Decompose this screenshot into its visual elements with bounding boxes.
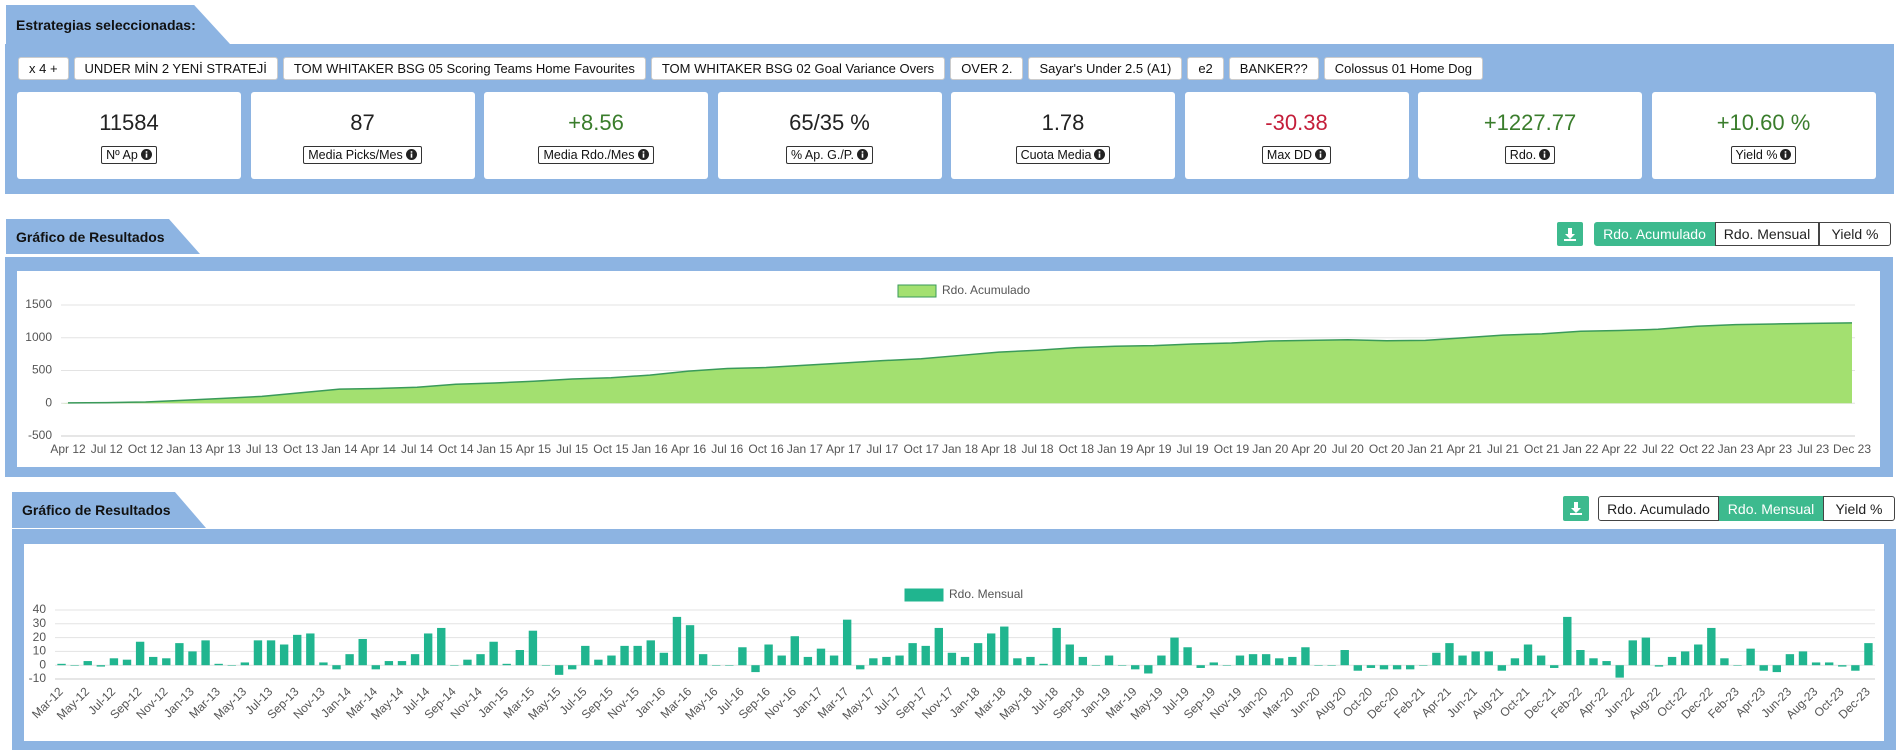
info-icon bbox=[405, 149, 417, 160]
chart-area bbox=[24, 544, 1884, 741]
stat-value: -30.38 bbox=[1265, 110, 1328, 135]
stat-value: 11584 bbox=[99, 110, 159, 135]
strategy-tag: e2 bbox=[1187, 57, 1224, 80]
stat-label-text: % Ap. G./P. bbox=[790, 148, 854, 162]
stat-label-text: Media Picks/Mes bbox=[308, 148, 403, 162]
stat-label: Yield % bbox=[1730, 146, 1797, 164]
info-icon bbox=[1315, 149, 1327, 160]
tag-row: x 4 + UNDER MİN 2 YENİ STRATEJİ TOM WHITAK… bbox=[18, 57, 1488, 80]
view-button[interactable]: Rdo. Mensual bbox=[1715, 222, 1819, 246]
info-icon bbox=[1780, 149, 1792, 160]
stat-label: Max DD bbox=[1261, 146, 1332, 164]
stat-value: +8.56 bbox=[568, 110, 624, 135]
download-button[interactable] bbox=[1563, 496, 1589, 521]
stat-label-text: Nº Ap bbox=[106, 148, 138, 162]
strategies-panel: x 4 + UNDER MİN 2 YENİ STRATEJİ TOM WHITAK… bbox=[5, 44, 1894, 194]
strategy-tag: TOM WHITAKER BSG 05 Scoring Teams Home F… bbox=[282, 57, 646, 80]
strategy-tag: UNDER MİN 2 YENİ STRATEJİ bbox=[73, 57, 278, 80]
stat-card: 11584 Nº Ap bbox=[17, 92, 241, 179]
download-icon bbox=[1570, 502, 1582, 515]
info-icon bbox=[1539, 149, 1551, 160]
stat-card: -30.38 Max DD bbox=[1184, 92, 1409, 179]
stat-card: 87 Media Picks/Mes bbox=[250, 92, 475, 179]
info-icon bbox=[857, 149, 868, 160]
stat-card: +1227.77 Rdo. bbox=[1418, 92, 1642, 179]
view-button[interactable]: Rdo. Mensual bbox=[1719, 496, 1823, 521]
stat-label: Media Rdo./Mes bbox=[538, 146, 654, 164]
stat-label-text: Media Rdo./Mes bbox=[543, 148, 635, 162]
view-button[interactable]: Yield % bbox=[1823, 496, 1895, 521]
chart-area bbox=[17, 271, 1880, 467]
section-tab: Gráfico de Resultados bbox=[12, 492, 206, 528]
stat-label: Media Picks/Mes bbox=[303, 146, 422, 164]
stat-label: % Ap. G./P. bbox=[785, 146, 873, 164]
stat-label-text: Yield % bbox=[1735, 148, 1778, 162]
strategy-tag: Sayar's Under 2.5 (A1) bbox=[1028, 57, 1183, 80]
section-tab: Estrategias seleccionadas: bbox=[6, 5, 230, 44]
view-button[interactable]: Rdo. Acumulado bbox=[1598, 496, 1719, 521]
info-icon bbox=[1094, 149, 1106, 160]
strategy-tag: TOM WHITAKER BSG 02 Goal Variance Overs bbox=[650, 57, 946, 80]
stat-label-text: Max DD bbox=[1266, 148, 1313, 162]
stat-label: Nº Ap bbox=[101, 146, 157, 164]
stat-card: 1.78 Cuota Media bbox=[951, 92, 1175, 179]
stat-label: Cuota Media bbox=[1015, 146, 1111, 164]
stat-card: 65/35 % % Ap. G./P. bbox=[717, 92, 942, 179]
download-icon bbox=[1564, 228, 1576, 241]
stat-value: +10.60 % bbox=[1716, 110, 1811, 135]
info-icon bbox=[140, 149, 152, 160]
stat-card: +10.60 % Yield % bbox=[1651, 92, 1876, 179]
stat-value: +1227.77 bbox=[1483, 110, 1577, 135]
stat-value: 1.78 bbox=[1041, 110, 1085, 135]
download-button[interactable] bbox=[1557, 222, 1583, 246]
view-button[interactable]: Yield % bbox=[1819, 222, 1891, 246]
info-icon bbox=[637, 149, 649, 160]
stat-label-text: Cuota Media bbox=[1020, 148, 1092, 162]
stat-card: +8.56 Media Rdo./Mes bbox=[484, 92, 708, 179]
stat-value: 87 bbox=[350, 110, 375, 135]
stat-value: 65/35 % bbox=[789, 110, 870, 135]
strategy-tag: BANKER?? bbox=[1228, 57, 1319, 80]
view-button[interactable]: Rdo. Acumulado bbox=[1594, 222, 1715, 246]
strategy-tag: OVER 2. bbox=[950, 57, 1024, 80]
strategy-tag: x 4 + bbox=[18, 57, 69, 80]
stat-label: Rdo. bbox=[1504, 146, 1556, 164]
section-tab: Gráfico de Resultados bbox=[6, 219, 200, 254]
stat-label-text: Rdo. bbox=[1509, 148, 1537, 162]
strategy-tag: Colossus 01 Home Dog bbox=[1323, 57, 1483, 80]
